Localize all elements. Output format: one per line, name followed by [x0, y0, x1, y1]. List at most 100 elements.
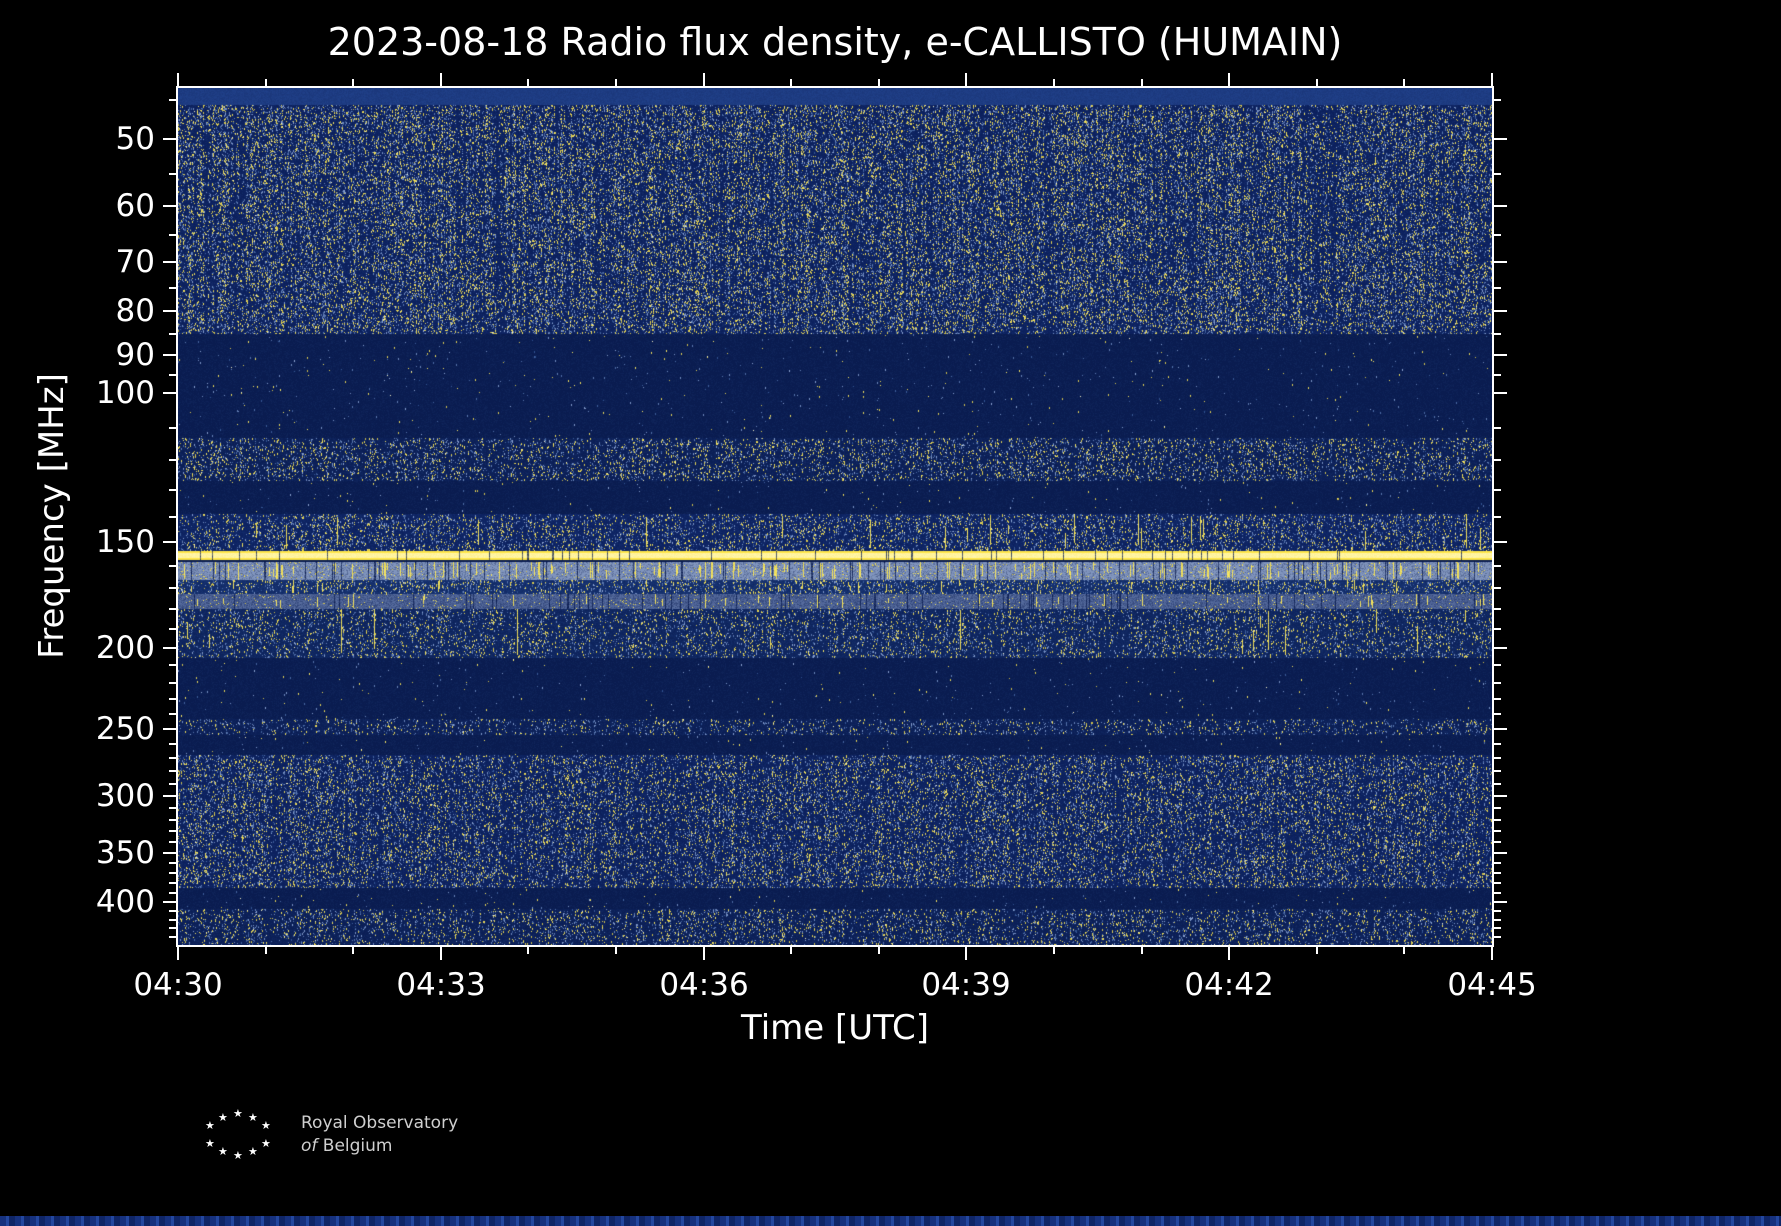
y-minor-tick: [169, 882, 176, 884]
y-tick-label: 70: [115, 244, 155, 280]
y-major-tick: [163, 392, 176, 394]
y-minor-tick: [1494, 234, 1501, 236]
y-minor-tick: [1494, 841, 1501, 843]
y-minor-tick: [169, 682, 176, 684]
y-minor-tick: [1494, 770, 1501, 772]
y-minor-tick: [169, 927, 176, 929]
y-major-tick: [1494, 138, 1507, 140]
y-minor-tick: [169, 664, 176, 666]
x-minor-tick: [1316, 947, 1318, 954]
x-minor-tick: [352, 947, 354, 954]
y-minor-tick: [1494, 830, 1501, 832]
y-major-tick: [163, 795, 176, 797]
x-minor-tick: [615, 947, 617, 954]
y-major-tick: [1494, 261, 1507, 263]
y-minor-tick: [169, 234, 176, 236]
chart-title: 2023-08-18 Radio flux density, e-CALLIST…: [327, 20, 1343, 64]
y-major-tick: [1494, 728, 1507, 730]
x-major-tick: [440, 947, 442, 960]
y-major-tick: [1494, 392, 1507, 394]
logo-line1: Royal Observatory: [301, 1113, 459, 1133]
x-minor-tick: [527, 79, 529, 86]
star-icon: ★: [261, 1119, 271, 1132]
x-major-tick: [965, 947, 967, 960]
y-minor-tick: [169, 489, 176, 491]
rob-logo-stars: ★ ★ ★ ★ ★ ★ ★ ★ ★ ★: [205, 1108, 277, 1164]
y-minor-tick: [1494, 459, 1501, 461]
spectrogram-canvas: [178, 88, 1492, 945]
y-minor-tick: [169, 333, 176, 335]
x-major-tick: [1228, 947, 1230, 960]
x-major-tick: [703, 73, 705, 86]
y-axis-label: Frequency [MHz]: [32, 373, 72, 659]
plot-area: [176, 86, 1494, 947]
y-minor-tick: [1494, 713, 1501, 715]
y-tick-label: 400: [95, 884, 155, 920]
y-minor-tick: [1494, 819, 1501, 821]
x-minor-tick: [790, 79, 792, 86]
star-icon: ★: [205, 1137, 215, 1150]
star-icon: ★: [261, 1137, 271, 1150]
y-minor-tick: [1494, 682, 1501, 684]
y-minor-tick: [169, 783, 176, 785]
y-minor-tick: [1494, 333, 1501, 335]
y-minor-tick: [1494, 936, 1501, 938]
y-minor-tick: [169, 99, 176, 101]
bottom-edge-strip: [0, 1216, 1781, 1226]
y-minor-tick: [1494, 628, 1501, 630]
y-minor-tick: [1494, 882, 1501, 884]
y-tick-label: 60: [115, 188, 155, 224]
y-major-tick: [163, 541, 176, 543]
y-tick-label: 100: [95, 375, 155, 411]
x-minor-tick: [265, 79, 267, 86]
y-tick-label: 150: [95, 524, 155, 560]
y-minor-tick: [169, 807, 176, 809]
x-axis-label: Time [UTC]: [741, 1008, 929, 1048]
x-major-tick: [177, 947, 179, 960]
star-icon: ★: [218, 1145, 228, 1158]
y-minor-tick: [1494, 927, 1501, 929]
x-minor-tick: [352, 79, 354, 86]
star-icon: ★: [248, 1111, 258, 1124]
y-minor-tick: [1494, 743, 1501, 745]
y-major-tick: [163, 354, 176, 356]
y-major-tick: [1494, 205, 1507, 207]
y-minor-tick: [169, 587, 176, 589]
y-minor-tick: [1494, 374, 1501, 376]
y-minor-tick: [169, 872, 176, 874]
y-minor-tick: [1494, 489, 1501, 491]
y-minor-tick: [1494, 783, 1501, 785]
y-major-tick: [163, 901, 176, 903]
x-minor-tick: [878, 79, 880, 86]
star-icon: ★: [248, 1145, 258, 1158]
y-minor-tick: [169, 910, 176, 912]
y-minor-tick: [169, 770, 176, 772]
x-major-tick: [177, 73, 179, 86]
y-minor-tick: [169, 516, 176, 518]
logo-line2-of: of: [301, 1136, 318, 1156]
x-tick-label: 04:36: [659, 967, 749, 1003]
y-minor-tick: [169, 374, 176, 376]
x-minor-tick: [1141, 947, 1143, 954]
y-minor-tick: [1494, 910, 1501, 912]
y-minor-tick: [169, 919, 176, 921]
x-minor-tick: [615, 79, 617, 86]
x-major-tick: [1491, 73, 1493, 86]
y-minor-tick: [169, 427, 176, 429]
y-major-tick: [1494, 795, 1507, 797]
y-minor-tick: [1494, 919, 1501, 921]
y-tick-label: 300: [95, 778, 155, 814]
y-major-tick: [163, 852, 176, 854]
y-major-tick: [1494, 354, 1507, 356]
y-tick-label: 250: [95, 711, 155, 747]
y-tick-label: 200: [95, 630, 155, 666]
y-major-tick: [1494, 310, 1507, 312]
y-minor-tick: [169, 862, 176, 864]
y-minor-tick: [169, 565, 176, 567]
x-major-tick: [1491, 947, 1493, 960]
y-minor-tick: [1494, 807, 1501, 809]
y-minor-tick: [1494, 892, 1501, 894]
x-tick-label: 04:33: [396, 967, 486, 1003]
logo-line2-belgium: Belgium: [322, 1136, 393, 1156]
x-tick-label: 04:30: [133, 967, 223, 1003]
